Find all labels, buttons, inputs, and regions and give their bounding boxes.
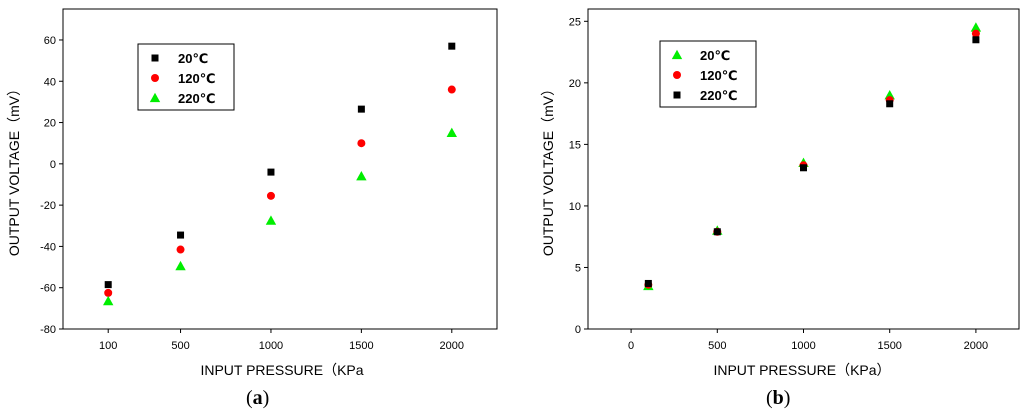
- data-point: [972, 36, 980, 44]
- y-tick-label: 0: [50, 159, 56, 171]
- x-tick-label: 100: [99, 340, 117, 352]
- data-point: [447, 85, 456, 94]
- legend-marker: [149, 92, 161, 103]
- x-tick-label: 0: [628, 340, 634, 352]
- data-point: [265, 215, 277, 225]
- data-point: [970, 22, 982, 32]
- data-point: [446, 127, 457, 138]
- chart-panel-b: 0 500 1000 1500 2000 0 5 10 15 20 25 INPUT PRESSURE…: [540, 8, 1020, 409]
- legend-entry: 20℃: [178, 51, 208, 66]
- series-0: [104, 42, 456, 289]
- legend-marker: [673, 91, 681, 99]
- data-point: [357, 105, 365, 113]
- y-tick-label: 15: [569, 139, 581, 151]
- data-point: [713, 228, 721, 236]
- series-1: [104, 85, 456, 297]
- data-point: [357, 139, 366, 148]
- legend: 20℃ 120℃ 220℃: [659, 40, 757, 108]
- chart-panel-a: 100 500 1000 1500 2000 -80 -60 -40 -20 0 20 40 60 INP…: [6, 8, 498, 409]
- y-axis-label: OUTPUT VOLTAGE（mV）: [540, 82, 556, 256]
- panel-letter: a: [253, 387, 263, 409]
- x-tick-label: 500: [708, 340, 726, 352]
- x-tick-label: 1000: [791, 340, 815, 352]
- y-tick-label: -40: [40, 241, 56, 253]
- x-tick-label: 2000: [964, 340, 988, 352]
- plot-frame: [62, 8, 498, 330]
- data-point: [267, 168, 275, 176]
- panel-label: (a): [246, 387, 269, 409]
- panel-letter: b: [773, 387, 784, 409]
- x-tick-label: 1500: [877, 340, 901, 352]
- legend-entry: 120℃: [178, 71, 215, 86]
- y-tick-label: 0: [575, 324, 581, 336]
- data-point: [176, 245, 185, 254]
- x-axis-label: INPUT PRESSURE（KPa: [200, 362, 363, 378]
- y-tick-label: -20: [40, 200, 56, 212]
- y-tick-label: 40: [44, 76, 56, 88]
- y-tick-label: -60: [40, 283, 56, 295]
- data-point: [175, 260, 186, 271]
- series-2: [644, 36, 980, 287]
- legend-marker: [673, 71, 681, 79]
- legend-entry: 120℃: [700, 68, 737, 83]
- data-point: [266, 191, 275, 200]
- data-point: [971, 29, 980, 38]
- y-tick-label: 5: [575, 262, 581, 274]
- y-tick-label: 25: [569, 16, 581, 28]
- series-2: [103, 127, 457, 306]
- x-axis-label: INPUT PRESSURE（KPa）: [713, 362, 890, 378]
- x-tick-label: 500: [171, 340, 189, 352]
- data-point: [104, 288, 113, 297]
- data-point: [177, 231, 185, 239]
- x-tick-label: 1500: [349, 340, 373, 352]
- data-point: [800, 164, 807, 172]
- y-tick-label: 60: [44, 35, 56, 47]
- legend-marker: [151, 54, 159, 62]
- legend-entry: 220℃: [178, 91, 215, 106]
- y-tick-label: 20: [44, 118, 56, 130]
- legend-entry: 220℃: [700, 88, 737, 103]
- legend: 20℃ 120℃ 220℃: [137, 43, 235, 111]
- legend-entry: 20℃: [700, 48, 730, 63]
- data-point: [448, 42, 456, 50]
- legend-marker: [671, 49, 683, 60]
- panel-label: (b): [766, 387, 790, 409]
- y-tick-label: 10: [569, 201, 581, 213]
- data-point: [886, 100, 894, 108]
- data-point: [356, 171, 367, 181]
- data-point: [884, 89, 895, 100]
- data-point: [103, 295, 114, 306]
- legend-marker: [151, 74, 159, 82]
- y-tick-label: 20: [569, 78, 581, 90]
- x-tick-label: 1000: [259, 340, 283, 352]
- data-point: [644, 279, 652, 287]
- data-point: [104, 281, 112, 289]
- y-tick-label: -80: [40, 324, 56, 336]
- x-tick-label: 2000: [440, 340, 464, 352]
- y-axis-label: OUTPUT VOLTAGE（mV）: [6, 82, 22, 256]
